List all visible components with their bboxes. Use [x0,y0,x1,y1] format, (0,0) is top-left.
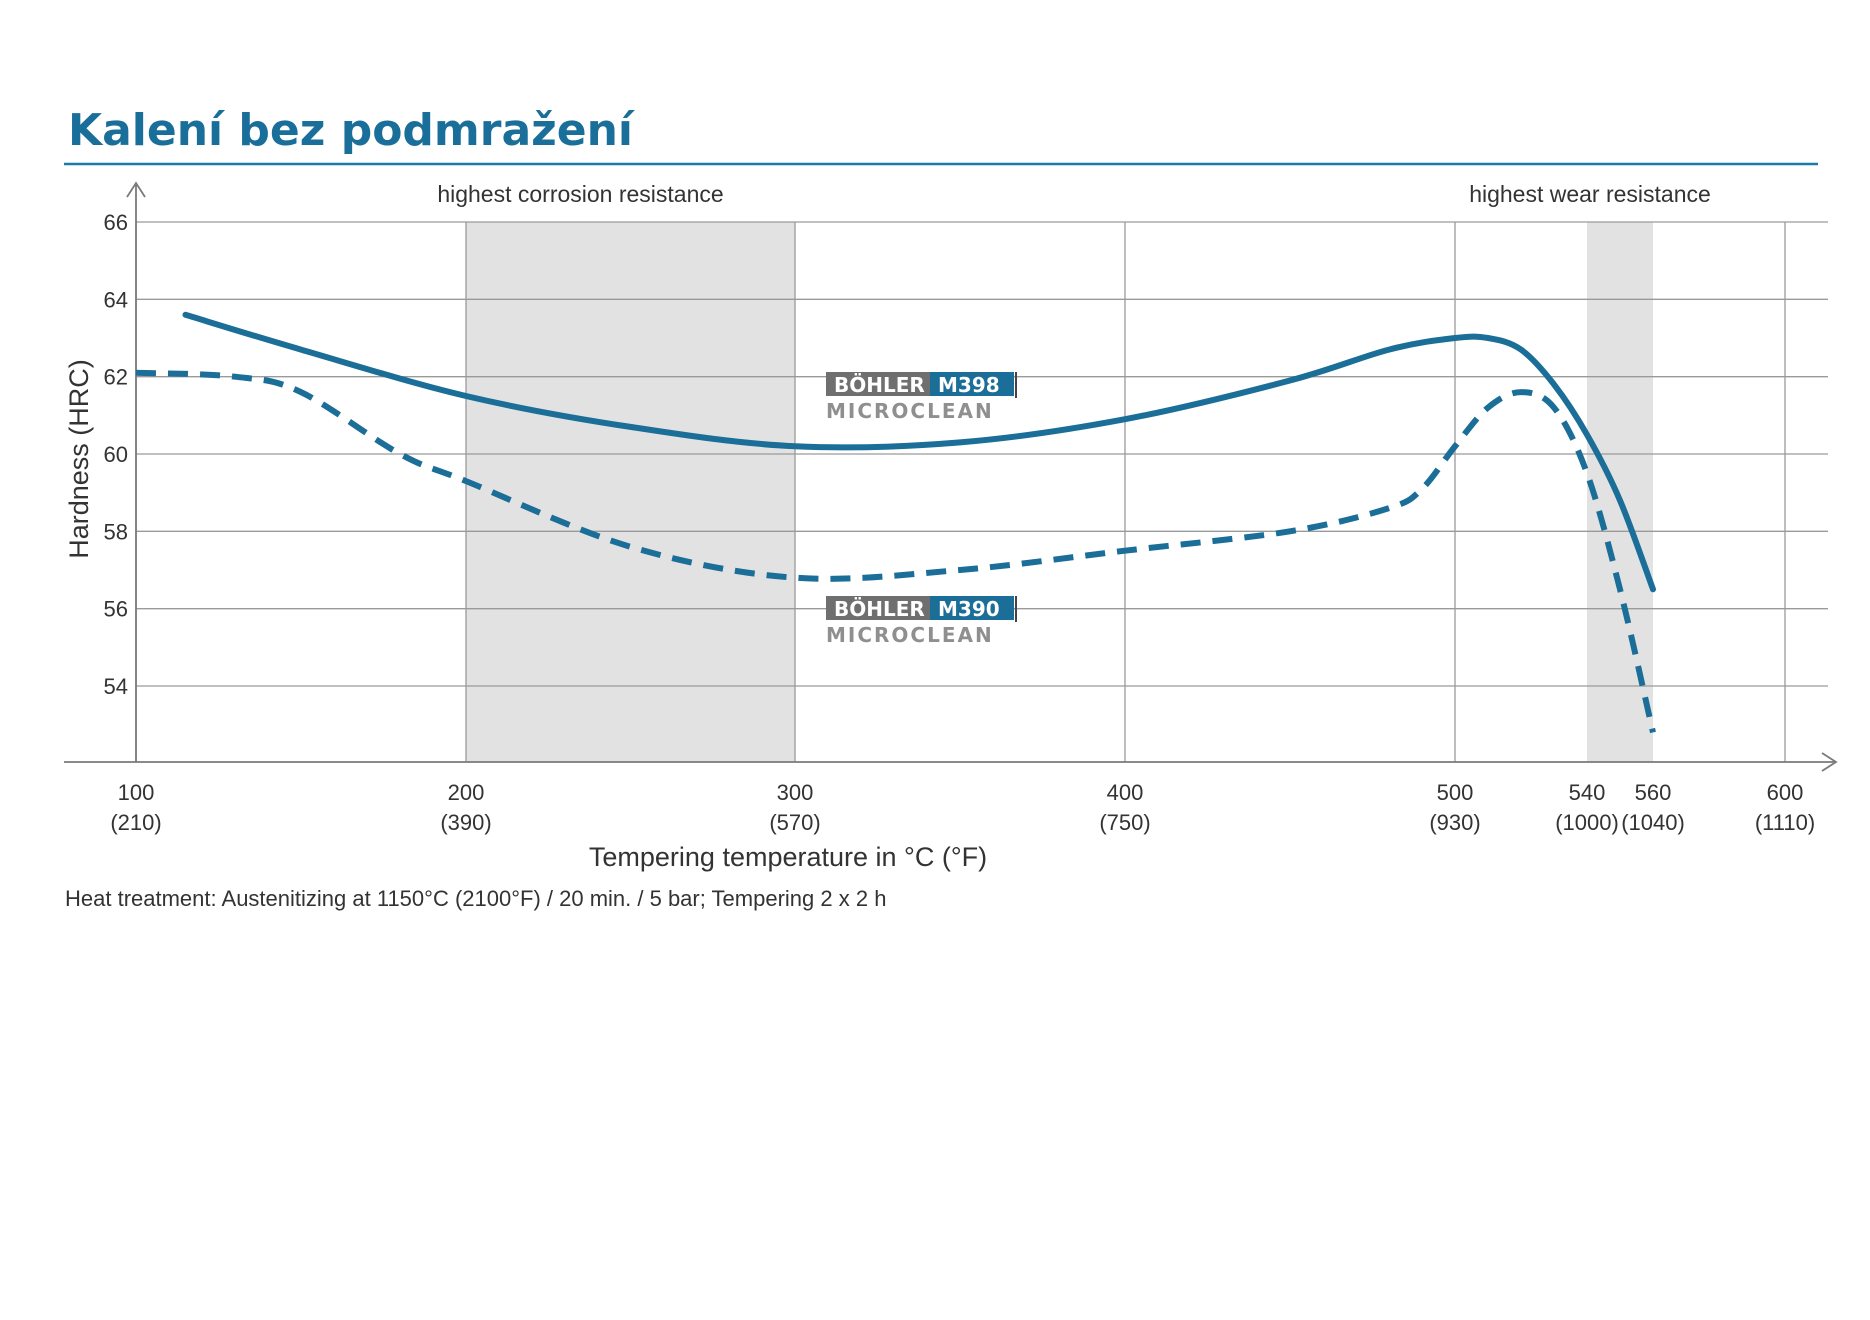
series-layer [135,311,1656,734]
footnote: Heat treatment: Austenitizing at 1150°C … [65,886,886,911]
band-label: highest corrosion resistance [437,181,723,207]
y-tick-label: 62 [104,365,128,390]
x-tick-label: 300 [777,780,814,805]
x-tick-label: 500 [1437,780,1474,805]
labels-layer: highest corrosion resistance highest wear… [64,181,1815,872]
x-tick-sublabel: (930) [1429,810,1480,835]
x-tick-sublabel: (390) [440,810,491,835]
y-tick-label: 56 [104,597,128,622]
x-tick-sublabel: (1040) [1621,810,1685,835]
badge-brand-bg [826,372,930,396]
grid-layer [135,221,1828,762]
y-tick-label: 54 [104,674,128,699]
badge-sub-text: MICROCLEAN [826,623,994,647]
bands-layer [466,222,1653,762]
y-axis-arrow [126,181,146,198]
y-tick-label: 64 [104,287,128,312]
y-tick-label: 60 [104,442,128,467]
badge-sub-text: MICROCLEAN [826,399,994,423]
x-tick-sublabel: (1000) [1555,810,1619,835]
x-tick-sublabel: (1110) [1755,810,1815,835]
page-title: Kalení bez podmražení [68,105,636,156]
y-tick-label: 58 [104,519,128,544]
axes-layer [64,181,1838,772]
series-line-m390 [135,369,1656,734]
x-tick-label: 100 [118,780,155,805]
y-axis-label: Hardness (HRC) [64,359,94,559]
badge-brand-text: BÖHLER [834,597,925,621]
band-label: highest wear resistance [1469,181,1711,207]
x-axis-label: Tempering temperature in °C (°F) [589,842,987,872]
x-tick-sublabel: (210) [110,810,161,835]
badge-grade-bg [930,372,1014,396]
x-tick-label: 600 [1767,780,1804,805]
x-tick-label: 560 [1635,780,1672,805]
series-line-m398 [182,311,1656,593]
x-tick-label: 400 [1107,780,1144,805]
badge-brand-text: BÖHLER [834,373,925,397]
badge-grade-bg [930,596,1014,620]
x-axis-arrow [1821,752,1838,772]
y-tick-label: 66 [104,210,128,235]
x-tick-label: 540 [1569,780,1606,805]
x-tick-label: 200 [448,780,485,805]
badge-grade-text: M390 [938,597,1000,621]
x-tick-sublabel: (750) [1099,810,1150,835]
shaded-band [466,222,795,762]
x-tick-sublabel: (570) [769,810,820,835]
badge-grade-text: M398 [938,373,1000,397]
badge-brand-bg [826,596,930,620]
